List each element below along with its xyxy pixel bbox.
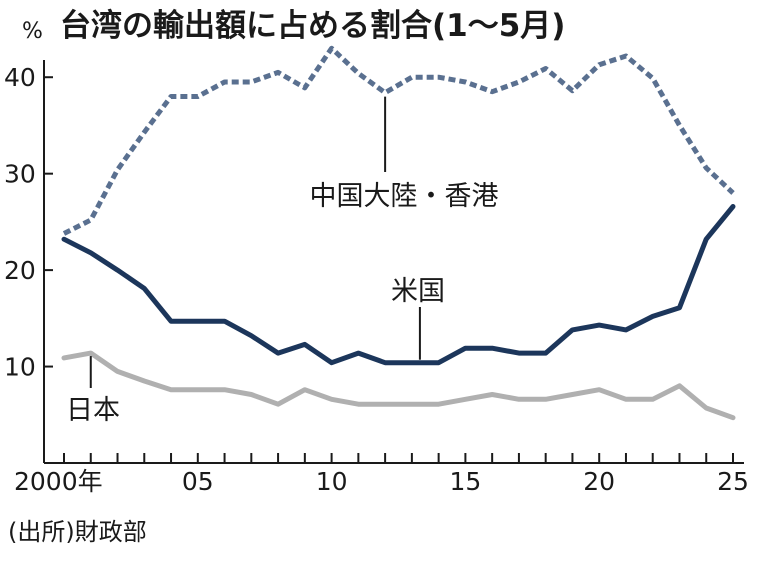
x-tick-label: 10 <box>316 467 348 496</box>
x-tick-label: 25 <box>717 467 749 496</box>
title-unit: % <box>22 19 43 44</box>
series-line-japan <box>61 350 736 421</box>
y-tick-label: 20 <box>4 256 36 285</box>
source-note: (出所)財政部 <box>8 518 147 546</box>
y-tick-label: 30 <box>4 160 36 189</box>
chart-title: 台湾の輸出額に占める割合(1～5月) <box>60 8 565 44</box>
y-tick-label: 40 <box>4 63 36 92</box>
x-tick-label: 15 <box>449 467 481 496</box>
series-line-us <box>61 204 736 366</box>
series-label-japan: 日本 <box>66 395 120 426</box>
series-line-china <box>62 45 735 236</box>
series-label-us: 米国 <box>391 276 445 307</box>
series-label-china: 中国大陸・香港 <box>310 181 499 212</box>
y-tick-label: 10 <box>4 353 36 382</box>
x-tick-label: 05 <box>182 467 214 496</box>
x-tick-label: 2000年 <box>14 467 103 496</box>
x-tick-label: 20 <box>583 467 615 496</box>
